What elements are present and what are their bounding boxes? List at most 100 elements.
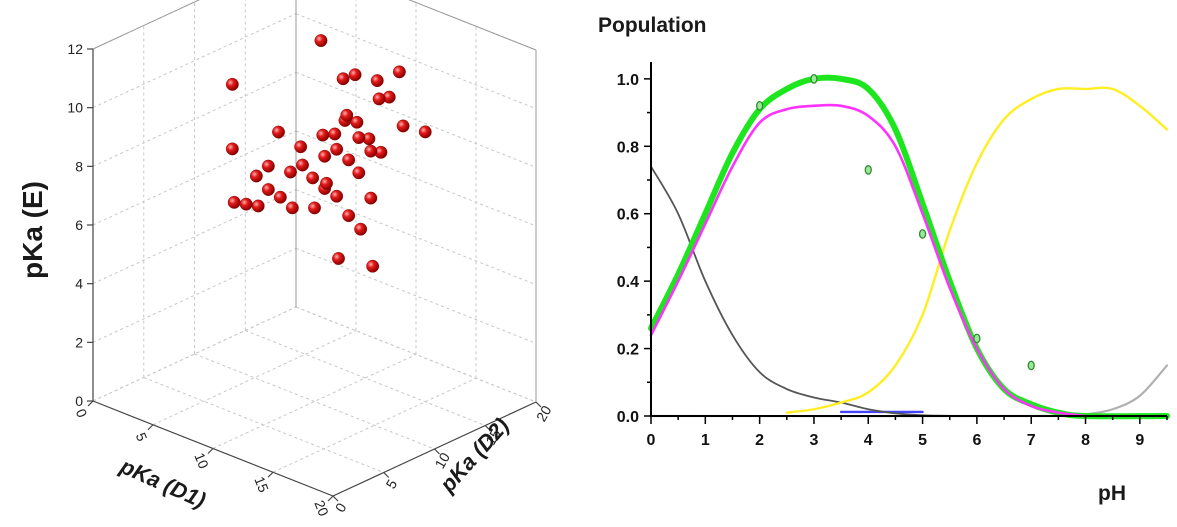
scatter-points xyxy=(225,34,432,273)
scatter-point xyxy=(352,166,366,180)
grid-line xyxy=(152,330,357,426)
grid-line xyxy=(92,13,297,109)
y-tick-label: 20 xyxy=(533,403,555,425)
y-tick-label: 0.0 xyxy=(617,409,639,426)
x-tick-label: 3 xyxy=(809,432,818,449)
data-marker xyxy=(864,165,872,175)
scatter-point xyxy=(372,92,386,106)
data-marker xyxy=(918,229,927,239)
scatter-point xyxy=(272,125,285,139)
scatter-point xyxy=(370,74,384,88)
chart-title: Population xyxy=(598,14,707,37)
scatter-point xyxy=(227,195,241,209)
grid-line xyxy=(245,330,486,426)
y-tick-label: 5 xyxy=(383,476,401,491)
x-tick-label: 5 xyxy=(918,432,927,449)
scatter-point xyxy=(284,165,297,179)
grid-line xyxy=(295,13,537,110)
z-tick-label: 12 xyxy=(67,41,83,57)
data-marker xyxy=(755,100,764,111)
scatter-point xyxy=(396,119,410,133)
scatter-point xyxy=(330,189,344,203)
scatter-point xyxy=(239,197,253,211)
z-tick-label: 10 xyxy=(67,100,83,116)
x-tick-label: 10 xyxy=(191,450,212,471)
scatter-point xyxy=(348,68,362,82)
scatter-point xyxy=(320,176,333,190)
z-axis-title: pKa (E) xyxy=(17,181,48,279)
x-tick-label: 15 xyxy=(251,474,272,495)
scatter-point xyxy=(273,190,287,204)
scatter-point xyxy=(294,140,308,154)
z-tick-label: 4 xyxy=(75,276,83,292)
grid-3d xyxy=(92,0,537,497)
x-tick-label: 20 xyxy=(311,498,332,519)
y-tick-label: 0 xyxy=(332,500,350,515)
scatter-point xyxy=(316,128,330,142)
line-series xyxy=(648,74,1170,420)
data-marker xyxy=(973,333,981,344)
scatter-point xyxy=(261,183,275,196)
y-tick-labels: 0.0 0.2 0.4 0.6 0.8 1.0 xyxy=(617,72,639,426)
x-tick-label: 9 xyxy=(1135,432,1144,449)
series-line xyxy=(648,74,1170,420)
scatter-point xyxy=(340,108,354,122)
x-tick xyxy=(327,495,334,502)
scatter-point xyxy=(285,201,299,215)
y-tick-label: 0.4 xyxy=(617,274,639,291)
scatter-point xyxy=(392,65,406,79)
scatter-point xyxy=(328,127,342,141)
y-tick-label: 10 xyxy=(431,450,453,472)
scatter-point xyxy=(332,252,345,265)
x-tick-label: 5 xyxy=(133,430,151,443)
axis-frame-3d xyxy=(87,0,542,502)
x-axis-title: pH xyxy=(1098,482,1126,505)
scatter-point xyxy=(308,201,321,215)
scatter-point xyxy=(296,158,309,172)
scatter-point xyxy=(261,159,275,173)
x-tick xyxy=(147,424,154,431)
y-tick-label: 0.2 xyxy=(617,342,639,359)
series-line xyxy=(649,103,1087,418)
y-tick-label: 1.0 xyxy=(617,72,639,89)
grid-line xyxy=(143,377,384,473)
scatter-point xyxy=(314,34,328,47)
scatter-point xyxy=(342,209,356,223)
y-tick-label: 0.6 xyxy=(617,207,639,224)
scatter-point xyxy=(342,153,356,167)
scatter-point xyxy=(364,191,378,205)
grid-line xyxy=(92,71,297,167)
scatter-point xyxy=(225,77,239,91)
x-tick-label: 6 xyxy=(972,432,981,449)
data-marker xyxy=(1027,360,1035,371)
y-tick xyxy=(332,495,339,502)
scatter-point xyxy=(350,115,364,129)
series-line xyxy=(650,165,1168,417)
grid-line xyxy=(194,353,435,450)
y-tick xyxy=(383,472,390,478)
grid-line xyxy=(295,71,537,168)
frame-edge xyxy=(408,0,537,51)
series-line xyxy=(649,364,1169,418)
scatter-point xyxy=(225,142,239,156)
x-tick xyxy=(267,471,274,478)
scatter-point xyxy=(318,149,332,163)
x-tick-label: 4 xyxy=(864,432,873,449)
grid-line xyxy=(92,130,297,226)
y-tick-label: 15 xyxy=(482,426,504,448)
y-tick xyxy=(484,425,491,431)
plot-axes xyxy=(644,62,1168,424)
grid-line xyxy=(295,306,537,403)
scatter-point xyxy=(366,259,380,273)
data-markers xyxy=(755,74,1035,371)
data-marker xyxy=(810,74,818,84)
grid-line xyxy=(92,247,297,343)
grid-line xyxy=(272,377,477,473)
series-line xyxy=(785,86,1169,414)
z-tick-label: 8 xyxy=(75,158,83,174)
y-tick xyxy=(535,401,542,408)
scatter-point xyxy=(330,142,344,156)
x-tick-label: 7 xyxy=(1027,432,1036,449)
z-tick-label: 2 xyxy=(75,334,83,350)
